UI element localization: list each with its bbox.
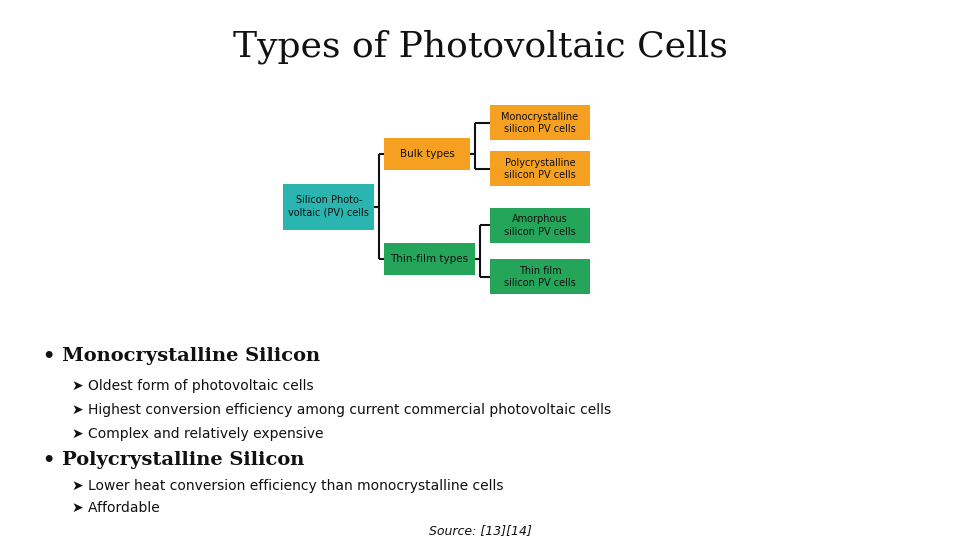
Text: Types of Photovoltaic Cells: Types of Photovoltaic Cells <box>232 30 728 64</box>
FancyBboxPatch shape <box>384 138 470 170</box>
FancyBboxPatch shape <box>490 151 590 186</box>
FancyBboxPatch shape <box>283 184 374 230</box>
Text: Amorphous
silicon PV cells: Amorphous silicon PV cells <box>504 214 576 237</box>
Text: ➤ Complex and relatively expensive: ➤ Complex and relatively expensive <box>72 427 324 441</box>
Text: Source: [13][14]: Source: [13][14] <box>428 524 532 537</box>
Text: Thin film
silicon PV cells: Thin film silicon PV cells <box>504 266 576 288</box>
FancyBboxPatch shape <box>490 259 590 294</box>
Text: Bulk types: Bulk types <box>399 149 455 159</box>
Text: ➤ Highest conversion efficiency among current commercial photovoltaic cells: ➤ Highest conversion efficiency among cu… <box>72 403 612 417</box>
FancyBboxPatch shape <box>384 243 475 275</box>
Text: Thin-film types: Thin-film types <box>391 254 468 264</box>
Text: ➤ Lower heat conversion efficiency than monocrystalline cells: ➤ Lower heat conversion efficiency than … <box>72 479 503 493</box>
Text: ➤ Affordable: ➤ Affordable <box>72 501 159 515</box>
FancyBboxPatch shape <box>490 105 590 140</box>
Text: Monocrystalline
silicon PV cells: Monocrystalline silicon PV cells <box>501 112 579 134</box>
Text: ➤ Oldest form of photovoltaic cells: ➤ Oldest form of photovoltaic cells <box>72 379 314 393</box>
Text: • Polycrystalline Silicon: • Polycrystalline Silicon <box>43 451 304 469</box>
FancyBboxPatch shape <box>490 208 590 243</box>
Text: • Monocrystalline Silicon: • Monocrystalline Silicon <box>43 347 321 366</box>
Text: Silicon Photo-
voltaic (PV) cells: Silicon Photo- voltaic (PV) cells <box>288 195 370 218</box>
Text: Polycrystalline
silicon PV cells: Polycrystalline silicon PV cells <box>504 158 576 180</box>
